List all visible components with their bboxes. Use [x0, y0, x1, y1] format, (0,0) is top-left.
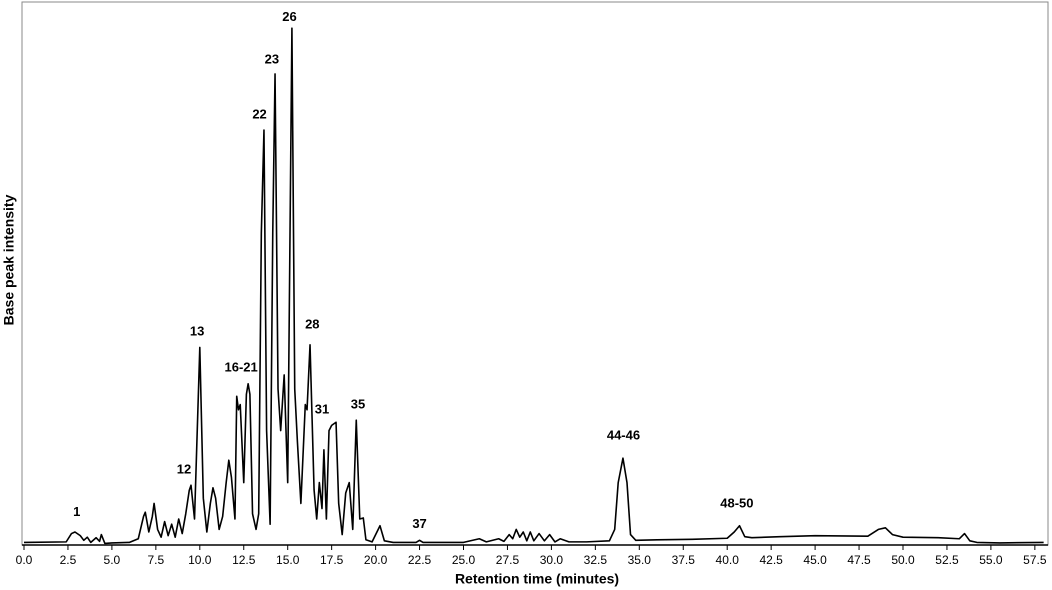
peak-label: 13	[190, 323, 204, 338]
peak-label: 37	[412, 516, 426, 531]
x-tick-label: 50.0	[891, 553, 915, 567]
x-tick-label: 55.0	[979, 553, 1003, 567]
x-tick-label: 20.0	[364, 553, 388, 567]
x-tick-label: 57.5	[1023, 553, 1047, 567]
x-tick-label: 27.5	[496, 553, 520, 567]
x-tick-label: 42.5	[759, 553, 783, 567]
x-tick-label: 12.5	[232, 553, 256, 567]
x-tick-label: 5.0	[104, 553, 121, 567]
x-tick-label: 35.0	[628, 553, 652, 567]
x-tick-label: 22.5	[408, 553, 432, 567]
peak-label: 1	[73, 504, 80, 519]
peak-label: 48-50	[720, 495, 753, 510]
x-axis-title: Retention time (minutes)	[455, 571, 619, 587]
peak-label: 31	[315, 401, 329, 416]
peak-label: 28	[305, 317, 319, 332]
x-tick-label: 30.0	[540, 553, 564, 567]
x-tick-label: 0.0	[16, 553, 33, 567]
peak-label: 35	[351, 397, 365, 412]
x-tick-label: 25.0	[452, 553, 476, 567]
peak-label: 16-21	[224, 360, 257, 375]
x-tick-label: 32.5	[584, 553, 608, 567]
x-tick-label: 15.0	[276, 553, 300, 567]
peak-label: 23	[265, 51, 279, 66]
x-tick-label: 7.5	[148, 553, 165, 567]
x-tick-label: 47.5	[847, 553, 871, 567]
peak-label: 26	[282, 9, 296, 24]
peak-label: 22	[252, 106, 266, 121]
x-tick-label: 40.0	[716, 553, 740, 567]
trace	[23, 27, 1044, 545]
x-tick-label: 37.5	[672, 553, 696, 567]
y-axis-title: Base peak intensity	[1, 194, 17, 325]
x-tick-label: 52.5	[935, 553, 959, 567]
peak-label: 44-46	[607, 427, 640, 442]
x-tick-label: 10.0	[188, 553, 212, 567]
x-tick-label: 17.5	[320, 553, 344, 567]
x-tick-label: 2.5	[60, 553, 77, 567]
x-tick-label: 45.0	[803, 553, 827, 567]
peak-label: 12	[177, 462, 191, 477]
